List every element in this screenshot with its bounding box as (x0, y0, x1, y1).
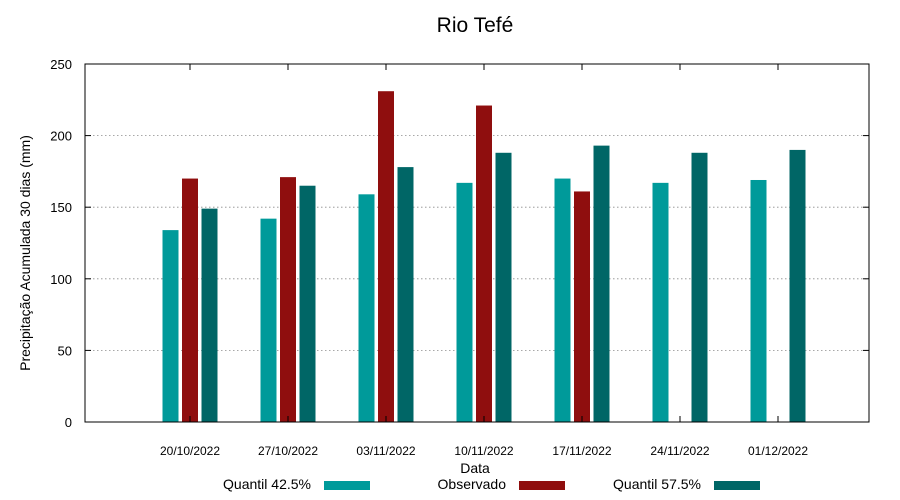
bar (652, 182, 669, 422)
bar (750, 179, 767, 422)
x-axis-ticks: 20/10/2022 27/10/2022 03/11/2022 10/11/2022… (160, 64, 808, 458)
plot-frame (84, 63, 870, 423)
x-tick-label: 20/10/2022 (160, 444, 220, 458)
bar (574, 191, 590, 422)
bar (476, 105, 492, 422)
x-axis-label: Data (460, 460, 490, 476)
y-tick-label: 100 (50, 272, 72, 287)
x-tick-label: 03/11/2022 (356, 444, 415, 458)
bar (260, 218, 277, 422)
bar (789, 149, 806, 423)
y-tick-label: 250 (50, 57, 72, 72)
x-tick-label: 10/11/2022 (454, 444, 513, 458)
bar (554, 178, 571, 422)
legend-swatch (324, 481, 370, 490)
bar (162, 230, 179, 422)
y-tick-label: 50 (58, 343, 72, 358)
legend: Quantil 42.5% Observado Quantil 57.5% (223, 476, 760, 492)
legend-label: Observado (438, 476, 507, 492)
x-tick-label: 24/11/2022 (650, 444, 709, 458)
x-tick-label: 17/11/2022 (552, 444, 611, 458)
bar (495, 152, 512, 422)
y-tick-label: 0 (65, 415, 72, 430)
x-tick-label: 27/10/2022 (258, 444, 318, 458)
bar (593, 145, 610, 422)
bar (280, 177, 296, 422)
y-axis-label: Precipitação Acumulada 30 dias (mm) (17, 135, 33, 371)
legend-swatch (519, 481, 565, 490)
y-tick-label: 200 (50, 129, 72, 144)
y-axis-ticks: 0 50 100 150 200 250 (50, 57, 869, 430)
legend-swatch (714, 481, 760, 490)
legend-label: Quantil 57.5% (613, 476, 701, 492)
bar (691, 152, 708, 422)
bar (299, 185, 316, 422)
bar (397, 167, 414, 422)
bar (378, 91, 394, 422)
bars-layer (162, 91, 806, 423)
y-tick-label: 150 (50, 200, 72, 215)
x-tick-label: 01/12/2022 (748, 444, 808, 458)
bar (201, 208, 218, 422)
chart-title: Rio Tefé (437, 14, 514, 37)
bar (182, 178, 198, 422)
bar (358, 194, 375, 422)
bar (456, 182, 473, 422)
legend-label: Quantil 42.5% (223, 476, 311, 492)
